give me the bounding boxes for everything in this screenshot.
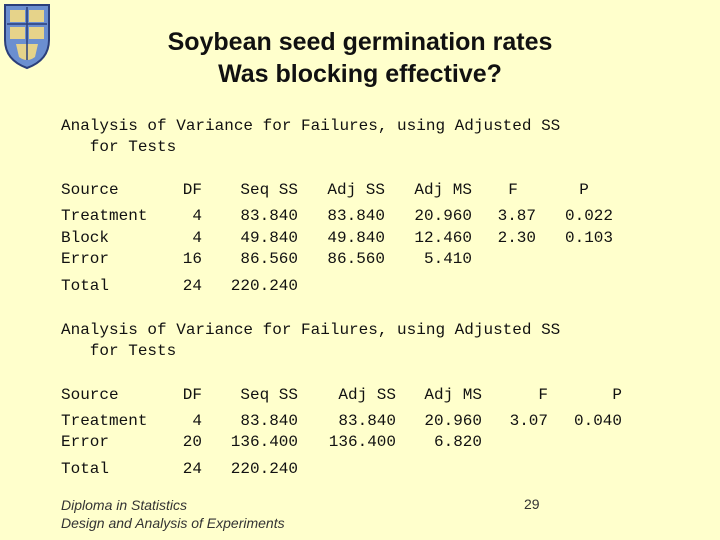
table-cell: 16 <box>182 250 202 268</box>
column-header: Adj MS <box>414 181 472 199</box>
table-cell: 0.103 <box>564 229 613 247</box>
column-header: Adj SS <box>327 181 385 199</box>
table-cell: 2.30 <box>497 229 536 247</box>
table-cell: 24 <box>182 460 202 478</box>
table-cell: 83.840 <box>327 207 385 225</box>
anova-caption-line-1: Analysis of Variance for Failures, using… <box>61 117 561 135</box>
table-cell: 220.240 <box>230 460 298 478</box>
footer-course: Diploma in Statistics <box>61 497 188 513</box>
table-cell: 49.840 <box>240 229 298 247</box>
column-header: F <box>538 386 548 404</box>
column-header: F <box>508 181 518 199</box>
table-cell: 4 <box>192 412 202 430</box>
column-header: Seq SS <box>240 181 298 199</box>
column-header: DF <box>182 386 202 404</box>
table-cell: 6.820 <box>433 433 482 451</box>
footer-module: Design and Analysis of Experiments <box>61 515 285 531</box>
table-cell: 86.560 <box>327 250 385 268</box>
table-cell: 3.87 <box>497 207 536 225</box>
table-cell: 12.460 <box>414 229 472 247</box>
table-cell: 86.560 <box>240 250 298 268</box>
anova-caption-line-1: Analysis of Variance for Failures, using… <box>61 321 561 339</box>
table-cell: 0.040 <box>573 412 622 430</box>
column-header: Adj MS <box>424 386 482 404</box>
column-header: Source <box>61 181 119 199</box>
row-source-label: Treatment <box>61 412 148 430</box>
column-header: Seq SS <box>240 386 298 404</box>
title-line-1: Soybean seed germination rates <box>167 28 553 56</box>
university-crest-icon <box>4 4 50 70</box>
table-cell: 136.400 <box>328 433 396 451</box>
table-cell: 4 <box>192 229 202 247</box>
column-header: P <box>612 386 622 404</box>
row-source-label: Treatment <box>61 207 148 225</box>
table-cell: 136.400 <box>230 433 298 451</box>
table-cell: 49.840 <box>327 229 385 247</box>
anova-caption: Analysis of Variance for Failures, using… <box>61 116 560 158</box>
row-source-label: Error <box>61 250 110 268</box>
anova-caption: Analysis of Variance for Failures, using… <box>61 320 560 362</box>
column-header: P <box>579 181 589 199</box>
slide-title: Soybean seed germination rates Was block… <box>0 26 720 90</box>
table-cell: 20.960 <box>424 412 482 430</box>
row-source-label: Error <box>61 433 110 451</box>
table-cell: 83.840 <box>338 412 396 430</box>
anova-caption-line-2: for Tests <box>61 138 177 156</box>
row-source-label: Total <box>61 277 110 295</box>
column-header: Source <box>61 386 119 404</box>
table-cell: 83.840 <box>240 412 298 430</box>
table-cell: 3.07 <box>509 412 548 430</box>
table-cell: 20 <box>182 433 202 451</box>
row-source-label: Block <box>61 229 110 247</box>
column-header: Adj SS <box>338 386 396 404</box>
title-line-2: Was blocking effective? <box>218 60 502 88</box>
anova-caption-line-2: for Tests <box>61 342 177 360</box>
table-cell: 24 <box>182 277 202 295</box>
page-number: 29 <box>524 496 540 512</box>
table-cell: 5.410 <box>423 250 472 268</box>
table-cell: 0.022 <box>564 207 613 225</box>
column-header: DF <box>182 181 202 199</box>
table-cell: 20.960 <box>414 207 472 225</box>
table-cell: 4 <box>192 207 202 225</box>
table-cell: 220.240 <box>230 277 298 295</box>
footer: Diploma in Statistics Design and Analysi… <box>61 496 285 532</box>
row-source-label: Total <box>61 460 110 478</box>
table-cell: 83.840 <box>240 207 298 225</box>
